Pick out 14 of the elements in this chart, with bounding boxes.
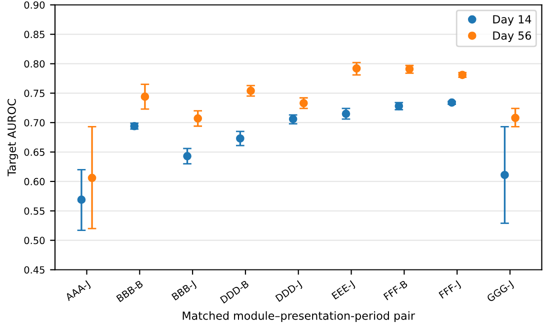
legend-label: Day 14 bbox=[493, 15, 532, 26]
y-tick-label: 0.55 bbox=[24, 207, 44, 215]
y-tick-label: 0.70 bbox=[24, 119, 45, 126]
y-tick-label: 0.75 bbox=[24, 90, 44, 97]
y-tick-label: 0.85 bbox=[24, 30, 44, 38]
y-tick-label: 0.50 bbox=[24, 236, 45, 244]
y-tick-label: 0.45 bbox=[24, 266, 44, 274]
x-axis-title: Matched module–presentation-period pair bbox=[182, 311, 416, 322]
y-axis-title: Target AUROC bbox=[8, 98, 18, 176]
y-tick-label: 0.65 bbox=[24, 148, 44, 156]
y-tick-label: 0.90 bbox=[24, 1, 45, 9]
y-tick-label: 0.60 bbox=[24, 178, 45, 186]
legend-label: Day 56 bbox=[493, 31, 532, 42]
y-tick-label: 0.80 bbox=[24, 60, 45, 68]
